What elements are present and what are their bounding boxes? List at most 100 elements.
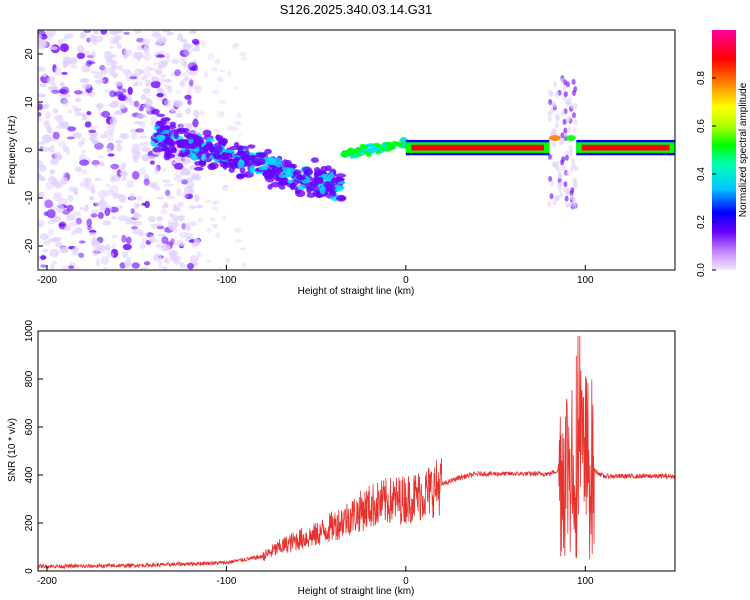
spectrogram-cell bbox=[133, 100, 140, 108]
spectrogram-cell bbox=[550, 179, 554, 186]
spectrogram-cell bbox=[61, 172, 67, 176]
spectrogram-cell bbox=[156, 120, 162, 125]
spectrogram-cell bbox=[179, 262, 186, 269]
spectrogram-cell bbox=[97, 189, 108, 199]
spectrogram-cell bbox=[183, 60, 188, 68]
spectrogram-cell bbox=[68, 186, 78, 193]
spectrogram-cell bbox=[81, 149, 87, 154]
x-tick-label: -100 bbox=[216, 576, 236, 587]
spectrogram-cell bbox=[67, 194, 74, 203]
spectrogram-cell bbox=[67, 126, 77, 132]
spectrogram-cell bbox=[107, 153, 115, 157]
spectrogram-cell bbox=[63, 93, 71, 98]
spectrogram-cell bbox=[96, 246, 106, 251]
spectrogram-cell bbox=[170, 58, 180, 65]
spectrogram-cell bbox=[93, 163, 99, 168]
spectrogram-cell bbox=[134, 201, 140, 208]
spectrogram-cell bbox=[78, 252, 85, 258]
spectrogram-cell bbox=[569, 166, 574, 173]
spectrogram-cell bbox=[38, 223, 44, 228]
spectrogram-cell bbox=[144, 200, 150, 209]
spectrogram-cell bbox=[108, 102, 119, 109]
spectrogram-cell bbox=[101, 110, 111, 118]
spectrogram-cell bbox=[359, 143, 366, 148]
spectrogram-cell bbox=[74, 90, 83, 95]
spectrogram-cell bbox=[228, 167, 235, 173]
spectrogram-cell bbox=[205, 137, 215, 144]
spectrogram-cell bbox=[258, 166, 268, 171]
spectrogram-cell bbox=[78, 240, 86, 244]
spectrogram-cell bbox=[124, 259, 131, 268]
spectrogram-cell bbox=[154, 41, 163, 46]
spectrogram-cell bbox=[554, 91, 559, 98]
spectrogram-cell bbox=[38, 112, 42, 117]
spectrogram-cell bbox=[218, 137, 229, 145]
spectrogram-cell bbox=[133, 156, 139, 164]
spectrogram-cell bbox=[134, 203, 141, 207]
spectrogram-cell bbox=[211, 200, 220, 206]
colorbar-tick-label: 0.0 bbox=[696, 263, 707, 277]
spectrogram-cell bbox=[233, 86, 240, 90]
spectrogram-cell bbox=[161, 167, 168, 172]
spectrogram-cell bbox=[155, 69, 163, 75]
spectrogram-cell bbox=[141, 38, 151, 46]
spectrogram-cell bbox=[131, 170, 140, 180]
spectrogram-cell bbox=[156, 87, 164, 93]
spectrogram-cell bbox=[163, 201, 169, 208]
spectrogram-cell bbox=[164, 183, 174, 187]
spectrogram-cell bbox=[140, 94, 147, 101]
spectrogram-cell bbox=[571, 201, 575, 208]
spectrogram-cell bbox=[172, 258, 179, 264]
spectrogram-cell bbox=[572, 126, 577, 133]
spectrogram-cell bbox=[78, 112, 86, 116]
spectrogram-cell bbox=[56, 114, 64, 124]
spectrogram-cell bbox=[121, 234, 127, 243]
spectrogram-cell bbox=[196, 251, 202, 258]
spectrogram-cell bbox=[140, 267, 148, 270]
snr-frame bbox=[37, 330, 676, 572]
spectrogram-cell bbox=[192, 118, 199, 128]
spectrogram-cell bbox=[110, 163, 120, 170]
spectrogram-cell bbox=[149, 160, 155, 165]
spectrogram-cell bbox=[97, 155, 104, 159]
spectrogram-cell bbox=[49, 158, 59, 166]
spectrogram-cell bbox=[212, 224, 218, 230]
spectrogram-cell bbox=[91, 248, 100, 256]
spectrogram-cell bbox=[86, 218, 92, 227]
spectrogram-cell bbox=[156, 196, 165, 200]
spectrogram-cell bbox=[166, 195, 175, 200]
spectrogram-cell bbox=[151, 108, 160, 115]
spectrogram-cell bbox=[47, 219, 55, 225]
spectrogram-cell bbox=[302, 166, 312, 173]
spectrogram-cell bbox=[84, 181, 94, 191]
spectrogram-cell bbox=[217, 78, 225, 82]
colorbar-gradient bbox=[712, 30, 736, 270]
spectrogram-cell bbox=[210, 224, 219, 228]
spectrogram-cell bbox=[167, 32, 175, 36]
spectrogram-cell bbox=[39, 83, 47, 88]
spectrogram-cell bbox=[93, 30, 99, 35]
y-tick-label: 1000 bbox=[24, 319, 35, 342]
spectrogram-cell bbox=[77, 168, 83, 172]
spectrogram-cell bbox=[157, 89, 166, 94]
spectrogram-cell bbox=[306, 186, 312, 194]
colorbar-tick-label: 0.6 bbox=[696, 119, 707, 133]
spectrogram-cell bbox=[184, 94, 192, 100]
spectrogram-cell bbox=[129, 76, 138, 80]
spectrogram-cell bbox=[191, 173, 200, 180]
spectrogram-cell bbox=[222, 215, 227, 221]
spectrogram-cell bbox=[233, 42, 240, 47]
spectrogram-cell bbox=[73, 267, 82, 270]
spectrogram-cell bbox=[81, 137, 86, 146]
spectrogram-cell bbox=[138, 167, 147, 176]
spectrogram-cell bbox=[90, 213, 98, 218]
spectrogram-cell bbox=[101, 76, 109, 84]
spectrogram-cell bbox=[154, 187, 161, 192]
spectrogram-cell bbox=[552, 101, 557, 108]
spectrogram-cell bbox=[215, 145, 223, 153]
spectrogram-cell bbox=[183, 123, 190, 127]
y-tick-label: 20 bbox=[24, 48, 35, 60]
spectrogram-cell bbox=[76, 52, 86, 59]
spectrogram-cell bbox=[232, 43, 238, 50]
